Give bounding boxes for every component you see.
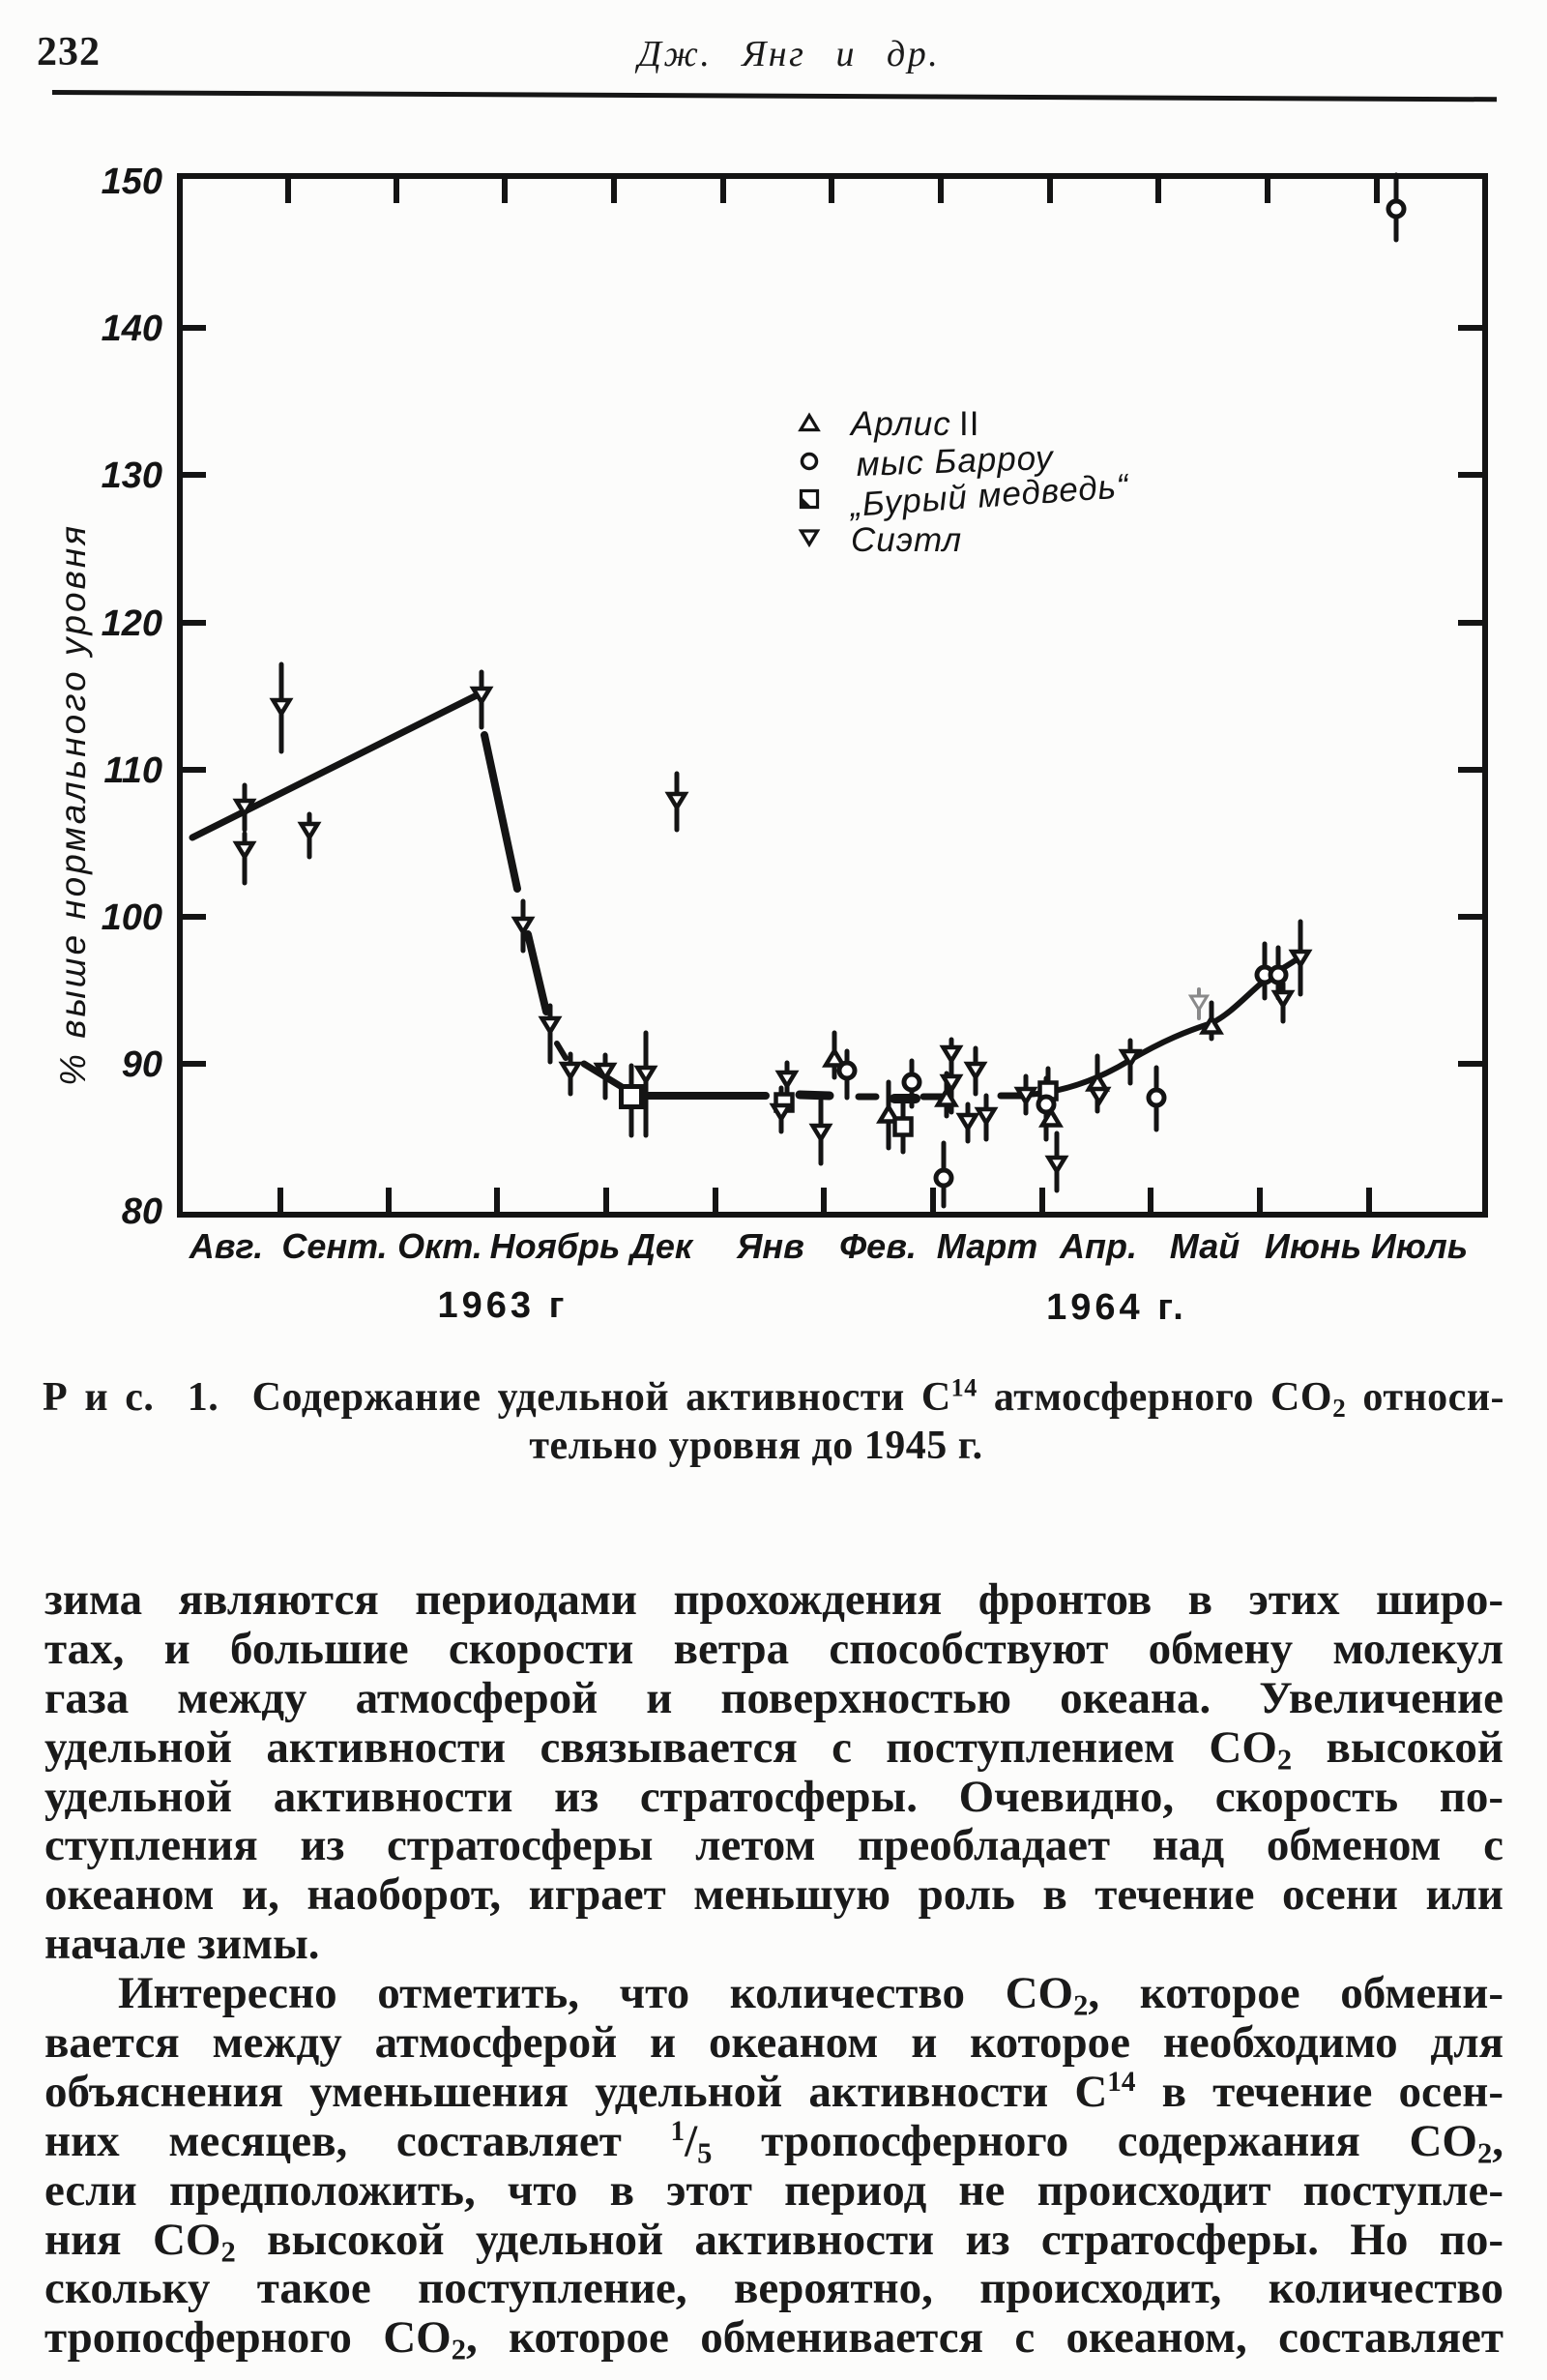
- svg-text:100: 100: [102, 897, 162, 938]
- svg-text:120: 120: [102, 603, 162, 644]
- svg-text:II: II: [959, 405, 979, 443]
- svg-text:Июль: Июль: [1371, 1226, 1468, 1266]
- svg-text:Янв: Янв: [736, 1226, 804, 1266]
- svg-text:140: 140: [102, 309, 162, 349]
- svg-text:Дек: Дек: [628, 1226, 694, 1266]
- svg-text:Сиэтл: Сиэтл: [851, 521, 962, 559]
- svg-text:% выше нормального уровня: % выше нормального уровня: [53, 523, 93, 1086]
- svg-text:Май: Май: [1170, 1226, 1240, 1266]
- svg-text:80: 80: [122, 1191, 162, 1232]
- svg-text:мыс Барроу: мыс Барроу: [856, 439, 1056, 484]
- svg-text:Сент.: Сент.: [281, 1226, 387, 1266]
- svg-text:Июнь: Июнь: [1265, 1226, 1361, 1266]
- svg-text:Ноябрь: Ноябрь: [490, 1226, 621, 1266]
- svg-text:130: 130: [102, 455, 162, 496]
- svg-text:150: 150: [102, 162, 162, 202]
- svg-text:Фев.: Фев.: [839, 1226, 917, 1266]
- svg-text:90: 90: [122, 1044, 162, 1085]
- svg-text:Март: Март: [937, 1226, 1037, 1266]
- svg-text:1963 г: 1963 г: [438, 1285, 569, 1326]
- svg-text:Авг.: Авг.: [189, 1226, 263, 1266]
- svg-text:Апр.: Апр.: [1059, 1226, 1137, 1266]
- svg-text:Арлис: Арлис: [849, 405, 951, 443]
- svg-text:Окт.: Окт.: [397, 1226, 482, 1266]
- svg-text:1964 г.: 1964 г.: [1046, 1287, 1187, 1328]
- svg-text:110: 110: [103, 750, 162, 791]
